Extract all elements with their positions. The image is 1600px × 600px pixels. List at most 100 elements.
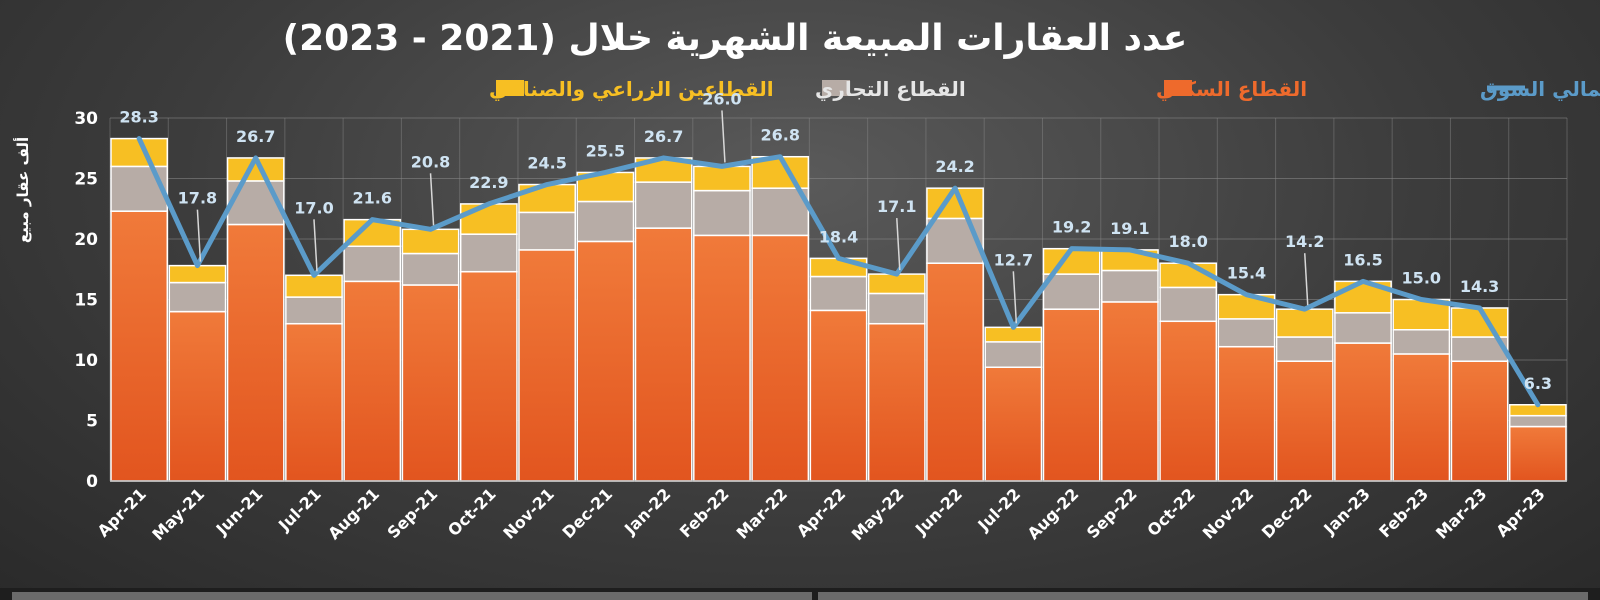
bar-agri-industrial: [168, 264, 227, 284]
bar-commercial: [1275, 336, 1334, 362]
legend-label-total-market: إجمالي السوق: [1480, 77, 1600, 102]
bar-agri-industrial: [1042, 247, 1101, 275]
legend-swatch-agri-industrial: [496, 80, 524, 96]
data-label: 25.5: [586, 141, 625, 160]
bar-residential: [867, 322, 926, 482]
x-tick-label: Mar-23: [1432, 484, 1490, 542]
data-label: 6.3: [1524, 374, 1552, 393]
data-label: 18.0: [1168, 232, 1207, 251]
data-label-leader: [1303, 253, 1309, 306]
bar-residential: [693, 234, 751, 482]
chart-title: عدد العقارات المبيعة الشهرية خلال (2021 …: [283, 18, 1188, 59]
legend-label-commercial: القطاع التجاري: [815, 77, 966, 102]
y-tick-label: 30: [74, 109, 98, 129]
data-label: 14.2: [1285, 232, 1324, 251]
data-label: 24.2: [935, 157, 974, 176]
y-tick-label: 0: [86, 472, 98, 492]
bar-commercial: [518, 211, 576, 251]
bar-residential: [518, 249, 576, 482]
x-tick-label: Apr-22: [793, 484, 849, 540]
data-label: 26.0: [702, 89, 741, 108]
bar-commercial: [984, 341, 1043, 369]
data-label: 14.3: [1460, 277, 1499, 296]
bar-residential: [343, 280, 402, 482]
x-tick-label: Dec-21: [559, 484, 617, 542]
y-tick-label: 10: [74, 351, 98, 371]
x-tick-label: Apr-23: [1492, 484, 1548, 540]
bar-residential: [1508, 425, 1567, 482]
data-label: 15.4: [1227, 264, 1266, 283]
y-tick-label: 25: [74, 170, 98, 190]
bar-agri-industrial: [401, 228, 460, 255]
bottom-panel-right: [818, 592, 1588, 600]
data-label: 18.4: [819, 227, 858, 246]
bar-residential: [809, 309, 868, 482]
data-label: 22.9: [469, 173, 508, 192]
bar-residential: [634, 227, 693, 482]
data-label: 24.5: [527, 154, 566, 173]
bar-commercial: [110, 165, 169, 212]
bar-residential: [984, 366, 1043, 482]
bar-agri-industrial: [459, 203, 518, 235]
bar-commercial: [867, 292, 926, 325]
x-tick-label: Apr-21: [94, 484, 150, 540]
bar-residential: [1101, 301, 1159, 482]
y-tick-label: 5: [86, 412, 98, 432]
bar-residential: [926, 262, 984, 482]
legend-swatch-commercial: [822, 80, 850, 96]
bar-commercial: [751, 187, 810, 237]
x-tick-label: Jun-21: [212, 484, 267, 539]
legend-label-residential: القطاع السكني: [1156, 77, 1307, 102]
bottom-panel-left: [12, 592, 812, 600]
bar-residential: [285, 322, 343, 482]
x-tick-label: Nov-22: [1199, 484, 1257, 542]
bar-residential: [401, 284, 460, 482]
bar-commercial: [809, 275, 868, 312]
x-tick-label: Aug-21: [324, 484, 383, 543]
bar-commercial: [1159, 286, 1218, 323]
x-tick-label: Jul-21: [274, 484, 325, 535]
data-label: 26.8: [760, 126, 799, 145]
bar-commercial: [1508, 414, 1567, 428]
bar-residential: [168, 310, 227, 482]
bar-commercial: [1101, 269, 1159, 303]
x-tick-label: Jul-22: [973, 484, 1024, 535]
bar-commercial: [168, 281, 227, 313]
bar-commercial: [459, 233, 518, 273]
x-tick-label: Feb-22: [676, 484, 733, 541]
bar-residential: [459, 270, 518, 482]
y-tick-label: 20: [74, 230, 98, 250]
x-tick-label: Oct-21: [444, 484, 500, 540]
bar-commercial: [1392, 329, 1451, 355]
data-label-leader: [896, 218, 901, 271]
legend-label-agri-industrial: القطاعين الزراعي والصناعي: [489, 77, 774, 102]
data-label-leader: [429, 173, 435, 226]
bar-residential: [751, 234, 810, 482]
data-label: 26.7: [236, 127, 275, 146]
bar-agri-industrial: [1275, 308, 1334, 338]
data-label: 19.2: [1052, 218, 1091, 237]
data-label: 16.5: [1343, 250, 1382, 269]
bar-commercial: [576, 200, 635, 243]
total-market-line: [136, 136, 1541, 408]
bar-commercial: [285, 296, 343, 325]
legend-swatch-residential: [1164, 80, 1192, 96]
x-tick-label: Jan-22: [620, 484, 674, 538]
x-tick-label: Aug-22: [1024, 484, 1083, 543]
x-tick-label: Jan-23: [1319, 484, 1373, 538]
bar-residential: [1217, 345, 1276, 482]
legend: إجمالي السوق القطاع السكني القطاع التجار…: [489, 77, 1600, 102]
data-label-leader: [1012, 271, 1018, 324]
x-tick-label: Dec-22: [1258, 484, 1316, 542]
data-label: 15.0: [1402, 269, 1441, 288]
bar-residential: [110, 210, 169, 482]
bar-commercial: [1334, 312, 1392, 344]
data-label: 20.8: [411, 152, 450, 171]
bar-commercial: [1217, 318, 1276, 348]
data-label-leader: [313, 219, 318, 272]
x-tick-label: Oct-22: [1143, 484, 1199, 540]
x-tick-label: May-22: [848, 484, 908, 544]
data-label: 12.7: [994, 250, 1033, 269]
data-label: 19.1: [1110, 219, 1149, 238]
